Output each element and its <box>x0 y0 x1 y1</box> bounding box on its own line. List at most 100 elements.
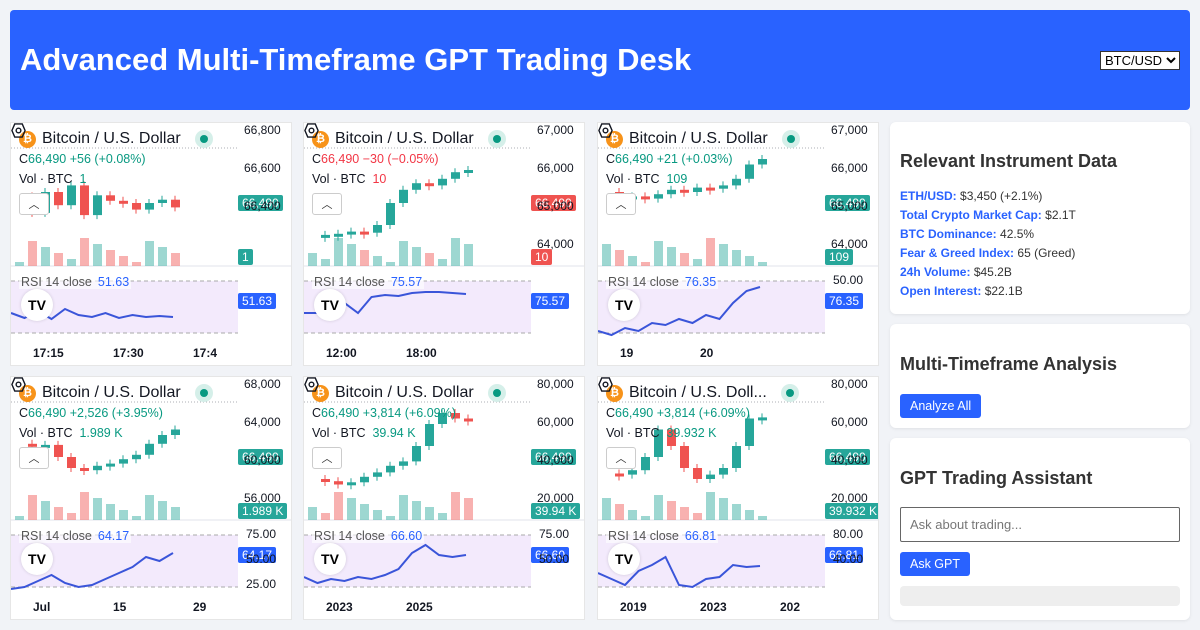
settings-icon[interactable] <box>11 377 26 392</box>
gpt-assistant-panel: GPT Trading Assistant Ask GPT <box>890 438 1190 620</box>
market-open-icon <box>194 130 213 148</box>
price-chart-canvas[interactable] <box>11 123 292 366</box>
volume-label: Vol · BTC <box>19 426 73 440</box>
chart-panel[interactable]: ₿ Bitcoin / U.S. Doll... C66,490 +3,814 (… <box>597 376 879 620</box>
settings-icon[interactable] <box>598 123 613 138</box>
time-axis-tick: 15 <box>113 600 127 614</box>
price-axis-tick: 20,000 <box>831 491 868 505</box>
time-axis-tick: 2023 <box>326 600 353 614</box>
volume-tag: 10 <box>531 249 553 265</box>
symbol-select[interactable]: BTC/USD <box>1100 51 1180 70</box>
symbol-title: Bitcoin / U.S. Dollar <box>42 384 181 401</box>
volume-value: 10 <box>372 172 387 186</box>
volume-tag: 39.932 K <box>825 503 878 519</box>
time-axis-tick: 19 <box>620 346 634 360</box>
market-open-icon <box>487 384 506 402</box>
chart-legend: ₿ Bitcoin / U.S. Dollar C66,490 +56 (+0.0… <box>19 129 213 186</box>
settings-icon[interactable] <box>598 377 613 392</box>
price-tag: 66,490 <box>531 195 576 211</box>
instrument-row: Fear & Greed Index: 65 (Greed) <box>900 246 1076 260</box>
price-change: +56 (+0.08%) <box>69 152 146 166</box>
settings-icon[interactable] <box>304 377 319 392</box>
rsi-axis-tick: 75.00 <box>246 527 277 541</box>
rsi-legend: RSI 14 close 75.57 <box>312 275 425 289</box>
ask-input[interactable] <box>900 507 1180 542</box>
rsi-axis-tick: 50.00 <box>539 552 570 566</box>
rsi-tag: 51.63 <box>238 293 277 309</box>
volume-value: 1.989 K <box>79 426 123 440</box>
price-axis-tick: 66,600 <box>244 161 281 175</box>
chart-panel[interactable]: ₿ Bitcoin / U.S. Dollar C66,490 +21 (+0.0… <box>597 122 879 366</box>
price-axis-tick: 64,000 <box>244 415 281 429</box>
price-axis-tick: 80,000 <box>537 377 574 391</box>
collapse-legend-button[interactable]: ︿ <box>19 447 49 469</box>
volume-label: Vol · BTC <box>606 172 660 186</box>
analysis-panel: Multi-Timeframe Analysis Analyze All <box>890 324 1190 428</box>
price-axis-tick: 67,000 <box>537 123 574 137</box>
instrument-row: Open Interest: $22.1B <box>900 284 1023 298</box>
rsi-legend: RSI 14 close 64.17 <box>19 529 132 543</box>
close-price: 66,490 <box>321 152 360 166</box>
settings-icon[interactable] <box>304 123 319 138</box>
tradingview-logo-icon[interactable]: TV <box>608 543 640 575</box>
price-axis-tick: 65,000 <box>831 199 868 213</box>
tradingview-logo-icon[interactable]: TV <box>21 543 53 575</box>
symbol-title: Bitcoin / U.S. Doll... <box>629 384 767 401</box>
chart-legend: ₿ Bitcoin / U.S. Dollar C66,490 −30 (−0.0… <box>312 129 506 186</box>
collapse-legend-button[interactable]: ︿ <box>312 193 342 215</box>
chart-panel[interactable]: ₿ Bitcoin / U.S. Dollar C66,490 +2,526 (+… <box>10 376 292 620</box>
time-axis-tick: 202 <box>780 600 801 614</box>
close-price: 66,490 <box>28 406 67 420</box>
close-price: 66,490 <box>615 152 654 166</box>
rsi-axis-tick: 40.00 <box>833 552 864 566</box>
analysis-title: Multi-Timeframe Analysis <box>900 354 1118 374</box>
volume-tag: 1.989 K <box>238 503 288 519</box>
price-change: +2,526 (+3.95%) <box>69 406 163 420</box>
time-axis-tick: 2019 <box>620 600 647 614</box>
instrument-row: Total Crypto Market Cap: $2.1T <box>900 208 1076 222</box>
settings-icon[interactable] <box>11 123 26 138</box>
tradingview-logo-icon[interactable]: TV <box>608 289 640 321</box>
symbol-title: Bitcoin / U.S. Dollar <box>335 384 474 401</box>
collapse-legend-button[interactable]: ︿ <box>606 447 636 469</box>
rsi-tag: 66.60 <box>531 547 570 563</box>
price-chart-canvas[interactable] <box>598 377 879 620</box>
price-chart-canvas[interactable] <box>304 123 585 366</box>
volume-label: Vol · BTC <box>312 172 366 186</box>
rsi-axis-tick: 50.00 <box>833 273 864 287</box>
instrument-list: ETH/USD: $3,450 (+2.1%) Total Crypto Mar… <box>900 187 1076 301</box>
chart-panel[interactable]: ₿ Bitcoin / U.S. Dollar C66,490 +56 (+0.0… <box>10 122 292 366</box>
instrument-row: 24h Volume: $45.2B <box>900 265 1012 279</box>
volume-value: 1 <box>79 172 87 186</box>
price-tag: 66,490 <box>531 449 576 465</box>
time-axis-tick: 2025 <box>406 600 433 614</box>
collapse-legend-button[interactable]: ︿ <box>19 193 49 215</box>
price-tag: 66,490 <box>825 195 870 211</box>
price-axis-tick: 67,000 <box>831 123 868 137</box>
instrument-title: Relevant Instrument Data <box>900 151 1118 171</box>
app-header: Advanced Multi-Timeframe GPT Trading Des… <box>10 10 1190 110</box>
symbol-title: Bitcoin / U.S. Dollar <box>629 130 768 147</box>
chart-panel[interactable]: ₿ Bitcoin / U.S. Dollar C66,490 −30 (−0.0… <box>303 122 585 366</box>
tradingview-logo-icon[interactable]: TV <box>314 289 346 321</box>
analyze-all-button[interactable]: Analyze All <box>900 394 982 418</box>
page-title: Advanced Multi-Timeframe GPT Trading Des… <box>20 42 692 77</box>
chart-panel[interactable]: ₿ Bitcoin / U.S. Dollar C66,490 +3,814 (+… <box>303 376 585 620</box>
tradingview-logo-icon[interactable]: TV <box>314 543 346 575</box>
price-axis-tick: 66,000 <box>537 161 574 175</box>
collapse-legend-button[interactable]: ︿ <box>312 447 342 469</box>
price-axis-tick: 66,800 <box>244 123 281 137</box>
volume-label: Vol · BTC <box>606 426 660 440</box>
tradingview-logo-icon[interactable]: TV <box>21 289 53 321</box>
ask-gpt-button[interactable]: Ask GPT <box>900 552 971 576</box>
rsi-tag: 76.35 <box>825 293 864 309</box>
price-axis-tick: 20,000 <box>537 491 574 505</box>
price-axis-tick: 56,000 <box>244 491 281 505</box>
price-axis-tick: 66,400 <box>244 199 281 213</box>
price-axis-tick: 80,000 <box>831 377 868 391</box>
chart-legend: ₿ Bitcoin / U.S. Doll... C66,490 +3,814 (… <box>606 383 799 440</box>
price-axis-tick: 60,000 <box>244 453 281 467</box>
collapse-legend-button[interactable]: ︿ <box>606 193 636 215</box>
rsi-legend: RSI 14 close 66.60 <box>312 529 425 543</box>
instrument-row: BTC Dominance: 42.5% <box>900 227 1035 241</box>
